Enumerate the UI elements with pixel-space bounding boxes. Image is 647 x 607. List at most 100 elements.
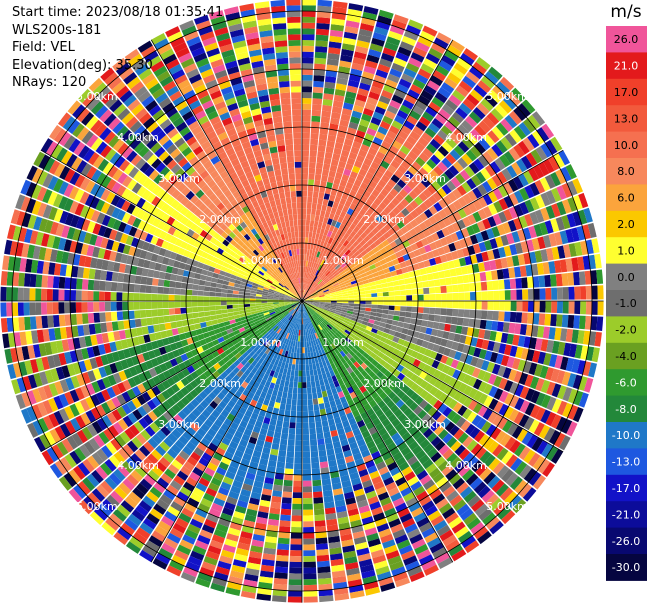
velocity-gate	[302, 457, 311, 464]
velocity-gate	[541, 123, 555, 139]
velocity-gate	[180, 307, 187, 314]
velocity-gate	[209, 287, 216, 292]
velocity-gate	[500, 118, 513, 132]
velocity-gate	[282, 391, 288, 399]
velocity-gate	[387, 179, 397, 188]
velocity-gate	[277, 455, 286, 463]
velocity-gate	[418, 116, 431, 127]
velocity-gate	[435, 64, 450, 77]
velocity-gate	[377, 243, 385, 251]
velocity-gate	[316, 278, 322, 284]
velocity-gate	[360, 259, 368, 266]
velocity-gate	[403, 140, 414, 151]
velocity-gate	[574, 301, 581, 315]
velocity-gate	[480, 281, 488, 291]
velocity-gate	[302, 109, 311, 116]
velocity-gate	[315, 421, 322, 428]
velocity-gate	[336, 242, 343, 250]
velocity-gate	[437, 187, 447, 198]
velocity-gate	[176, 320, 183, 328]
velocity-gate	[334, 273, 341, 279]
velocity-gate	[311, 456, 319, 464]
velocity-gate	[193, 317, 200, 324]
velocity-gate	[452, 89, 466, 102]
velocity-gate	[232, 308, 239, 312]
velocity-gate	[480, 168, 492, 180]
velocity-gate	[288, 579, 302, 586]
velocity-gate	[314, 57, 327, 65]
velocity-gate	[29, 302, 36, 316]
velocity-gate	[399, 145, 411, 155]
velocity-gate	[408, 19, 424, 31]
velocity-gate	[23, 302, 30, 316]
velocity-gate	[355, 45, 369, 55]
velocity-gate	[336, 249, 342, 256]
velocity-gate	[439, 172, 451, 184]
velocity-gate	[375, 250, 383, 258]
velocity-gate	[396, 202, 405, 212]
velocity-gate	[316, 251, 321, 258]
velocity-gate	[316, 427, 323, 434]
velocity-gate	[386, 130, 397, 140]
velocity-gate	[306, 293, 312, 298]
velocity-gate	[363, 253, 370, 260]
velocity-gate	[433, 279, 441, 287]
velocity-gate	[338, 160, 347, 169]
velocity-gate	[186, 289, 193, 296]
velocity-gate	[226, 301, 233, 305]
velocity-gate	[333, 240, 340, 248]
velocity-gate	[46, 289, 53, 301]
velocity-gate	[324, 262, 330, 268]
velocity-gate	[437, 161, 448, 173]
velocity-gate	[314, 51, 327, 59]
velocity-gate	[400, 125, 412, 136]
velocity-gate	[457, 157, 469, 169]
velocity-gate	[273, 484, 283, 492]
velocity-gate	[556, 287, 563, 300]
velocity-gate	[365, 307, 372, 312]
velocity-gate	[375, 69, 389, 79]
velocity-gate	[338, 125, 348, 133]
velocity-gate	[307, 399, 313, 406]
velocity-gate	[170, 321, 178, 329]
velocity-gate	[303, 515, 314, 522]
velocity-gate	[287, 392, 293, 400]
velocity-gate	[536, 127, 550, 142]
velocity-gate	[511, 87, 526, 102]
velocity-gate	[461, 181, 472, 193]
velocity-gate	[272, 437, 281, 445]
velocity-gate	[353, 250, 361, 257]
velocity-gate	[508, 110, 522, 125]
velocity-gate	[405, 311, 412, 318]
velocity-gate	[368, 223, 376, 231]
velocity-gate	[326, 272, 332, 278]
velocity-gate	[446, 293, 453, 301]
velocity-gate	[591, 285, 598, 300]
velocity-gate	[302, 10, 316, 18]
velocity-gate	[317, 264, 323, 271]
velocity-gate	[281, 427, 289, 434]
velocity-gate	[527, 114, 541, 130]
velocity-gate	[513, 107, 527, 121]
velocity-gate	[398, 316, 406, 323]
velocity-gate	[410, 209, 419, 219]
velocity-gate	[422, 228, 431, 238]
velocity-gate	[99, 312, 106, 323]
velocity-gate	[314, 276, 319, 283]
velocity-gate	[302, 167, 309, 174]
velocity-gate	[295, 434, 302, 441]
velocity-gate	[465, 115, 478, 128]
velocity-gate	[322, 99, 333, 107]
velocity-gate	[381, 313, 388, 319]
velocity-gate	[393, 310, 401, 316]
velocity-gate	[326, 205, 332, 213]
velocity-gate	[320, 210, 326, 217]
velocity-gate	[318, 233, 324, 241]
velocity-gate	[302, 428, 309, 435]
velocity-gate	[359, 297, 366, 301]
velocity-gate	[597, 285, 604, 300]
velocity-gate	[322, 169, 330, 177]
velocity-gate	[313, 497, 324, 504]
velocity-gate	[325, 242, 331, 250]
velocity-gate	[357, 34, 372, 43]
